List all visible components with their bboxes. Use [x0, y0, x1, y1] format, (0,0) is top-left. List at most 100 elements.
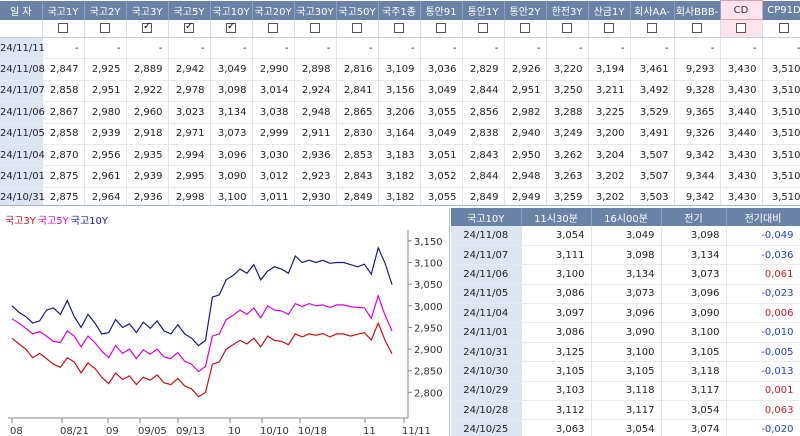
intraday-cell: 3,097	[521, 303, 592, 324]
yield-cell: 2,978	[168, 80, 211, 103]
column-header-13[interactable]: 산금1Y	[588, 0, 631, 20]
column-header-8[interactable]: 국주1종	[378, 0, 421, 20]
series-checkbox[interactable]	[692, 22, 702, 33]
column-header-2[interactable]: 국고3Y	[126, 0, 169, 20]
column-header-17[interactable]: CP91D	[762, 0, 800, 20]
series-checkbox[interactable]	[647, 22, 657, 33]
column-header-3[interactable]: 국고5Y	[168, 0, 211, 20]
table-row[interactable]: 24/11/08 2,847 2,925 2,889 2,942 3,049 2,990 2,…	[0, 58, 800, 81]
table-row[interactable]: 24/11/08 3,054 3,049 3,098 -0,049	[451, 226, 800, 246]
series-checkbox[interactable]	[520, 22, 530, 33]
series-checkbox[interactable]	[142, 21, 152, 33]
intraday-cell: 3,086	[521, 322, 592, 343]
table-row[interactable]: 24/11/01 3,086 3,090 3,100 -0,010	[451, 322, 800, 343]
table-row[interactable]: 24/11/01 2,875 2,961 2,939 2,995 3,090 3,012 2,…	[0, 165, 800, 188]
column-header-14[interactable]: 회사AA-	[630, 0, 675, 20]
yield-cell: 3,182	[378, 187, 421, 205]
series-checkbox[interactable]	[478, 22, 488, 33]
yield-cell: 3,202	[588, 165, 631, 188]
column-header-7[interactable]: 국고50Y	[336, 0, 379, 20]
column-header-16[interactable]: CD	[719, 0, 763, 20]
change-cell: 0,061	[726, 264, 800, 285]
intraday-column-header[interactable]: 16시00분	[591, 208, 662, 226]
table-row[interactable]: 24/10/30 3,105 3,105 3,118 -0,013	[451, 361, 800, 382]
yield-cell: 2,889	[126, 58, 169, 81]
y-tick-label: 3,050	[414, 280, 443, 291]
table-row[interactable]: 24/10/29 3,103 3,118 3,117 0,001	[451, 381, 800, 402]
yield-cell: 3,134	[210, 101, 253, 124]
yield-cell: 9,344	[674, 165, 721, 188]
table-row[interactable]: 24/10/28 3,112 3,117 3,054 0,063	[451, 400, 800, 421]
yield-cell: 3,249	[546, 123, 589, 145]
series-checkbox[interactable]	[562, 22, 572, 33]
series-toggle-cell	[126, 19, 169, 38]
change-cell: -0,005	[726, 342, 800, 363]
intraday-column-header[interactable]: 전기	[661, 208, 727, 226]
intraday-column-header[interactable]: 11시30분	[521, 208, 592, 226]
series-checkbox[interactable]	[779, 22, 789, 33]
column-header-11[interactable]: 통안2Y	[504, 0, 547, 20]
yield-cell: 2,838	[462, 123, 505, 145]
row-date: 24/10/28	[451, 400, 522, 421]
table-row[interactable]: 24/11/06 3,100 3,134 3,073 0,061	[451, 264, 800, 285]
series-checkbox[interactable]	[394, 22, 404, 33]
table-row[interactable]: 24/11/05 3,086 3,073 3,096 -0,023	[451, 284, 800, 305]
table-row[interactable]: 24/11/07 2,858 2,951 2,922 2,978 3,098 3,014 2,…	[0, 80, 800, 103]
intraday-cell: 3,098	[591, 245, 662, 266]
column-header-0[interactable]: 국고1Y	[42, 0, 85, 20]
intraday-column-header[interactable]: 국고10Y	[451, 208, 522, 226]
intraday-cell: 3,098	[661, 226, 727, 246]
yield-cell: 3,055	[420, 101, 463, 124]
yield-cell: 2,935	[126, 144, 169, 167]
chart-canvas: 3,150 3,100 3,050 3,000 2,950 2,900 2,850 2,800…	[8, 230, 443, 436]
table-row[interactable]: 24/10/25 3,063 3,054 3,074 -0,020	[451, 419, 800, 436]
series-toggle-cell	[420, 19, 463, 38]
column-header-4[interactable]: 국고10Y	[210, 0, 253, 20]
table-row[interactable]: 24/11/05 2,858 2,939 2,918 2,971 3,073 2,999 2,…	[0, 123, 800, 145]
yield-cell: 2,847	[42, 58, 85, 81]
table-row[interactable]: 24/11/07 3,111 3,098 3,134 -0,036	[451, 245, 800, 266]
series-checkbox[interactable]	[604, 22, 614, 33]
table-row[interactable]: 24/11/04 2,870 2,956 2,935 2,994 3,096 3,030 2,…	[0, 144, 800, 167]
series-checkbox[interactable]	[268, 22, 278, 33]
series-checkbox[interactable]	[352, 22, 362, 33]
intraday-column-header[interactable]: 전기대비	[726, 208, 800, 226]
yield-cell: 3,011	[252, 187, 295, 205]
yield-chart: 3,150 3,100 3,050 3,000 2,950 2,900 2,850 2,800…	[0, 208, 450, 436]
series-checkbox[interactable]	[736, 23, 746, 33]
yield-cell: 2,940	[504, 123, 547, 145]
series-checkbox[interactable]	[310, 22, 320, 33]
table-row[interactable]: 24/11/11------------------	[0, 37, 800, 60]
yield-cell: 3,051	[420, 144, 463, 167]
column-header-15[interactable]: 회사BBB-	[674, 0, 721, 20]
series-toggle-cell	[462, 19, 505, 38]
table-row[interactable]: 24/10/31 3,125 3,100 3,105 -0,005	[451, 342, 800, 363]
yield-cell: 3,030	[252, 144, 295, 167]
intraday-cell: 3,118	[591, 381, 662, 402]
series-checkbox[interactable]	[100, 22, 110, 33]
series-checkbox[interactable]	[436, 22, 446, 33]
yield-cell: 3,510	[762, 80, 800, 103]
yield-cell: 3,182	[378, 165, 421, 188]
column-header-12[interactable]: 한전3Y	[546, 0, 589, 20]
table-row[interactable]: 24/11/04 3,097 3,096 3,090 0,006	[451, 303, 800, 324]
change-cell: 0,006	[726, 303, 800, 324]
change-cell: 0,063	[726, 400, 800, 421]
column-header-10[interactable]: 통안1Y	[462, 0, 505, 20]
column-header-9[interactable]: 통안91	[420, 0, 463, 20]
series-checkbox[interactable]	[184, 21, 194, 33]
table-row[interactable]: 24/11/06 2,867 2,980 2,960 3,023 3,134 3,038 2,…	[0, 101, 800, 124]
yield-cell: 3,430	[720, 187, 763, 205]
table-row[interactable]: 24/10/31 2,875 2,964 2,936 2,998 3,100 3,011 2,…	[0, 187, 800, 205]
series-checkbox[interactable]	[226, 21, 236, 33]
yield-cell: 2,858	[42, 123, 85, 145]
row-date: 24/11/04	[451, 303, 522, 324]
column-header-5[interactable]: 국고20Y	[252, 0, 295, 20]
intraday-cell: 3,100	[591, 342, 662, 363]
column-header-1[interactable]: 국고2Y	[84, 0, 127, 20]
yield-cell: 3,263	[546, 165, 589, 188]
yield-cell: 3,461	[630, 58, 675, 81]
column-header-6[interactable]: 국고30Y	[294, 0, 337, 20]
series-checkbox[interactable]	[58, 22, 68, 33]
yield-cell: 2,930	[294, 187, 337, 205]
